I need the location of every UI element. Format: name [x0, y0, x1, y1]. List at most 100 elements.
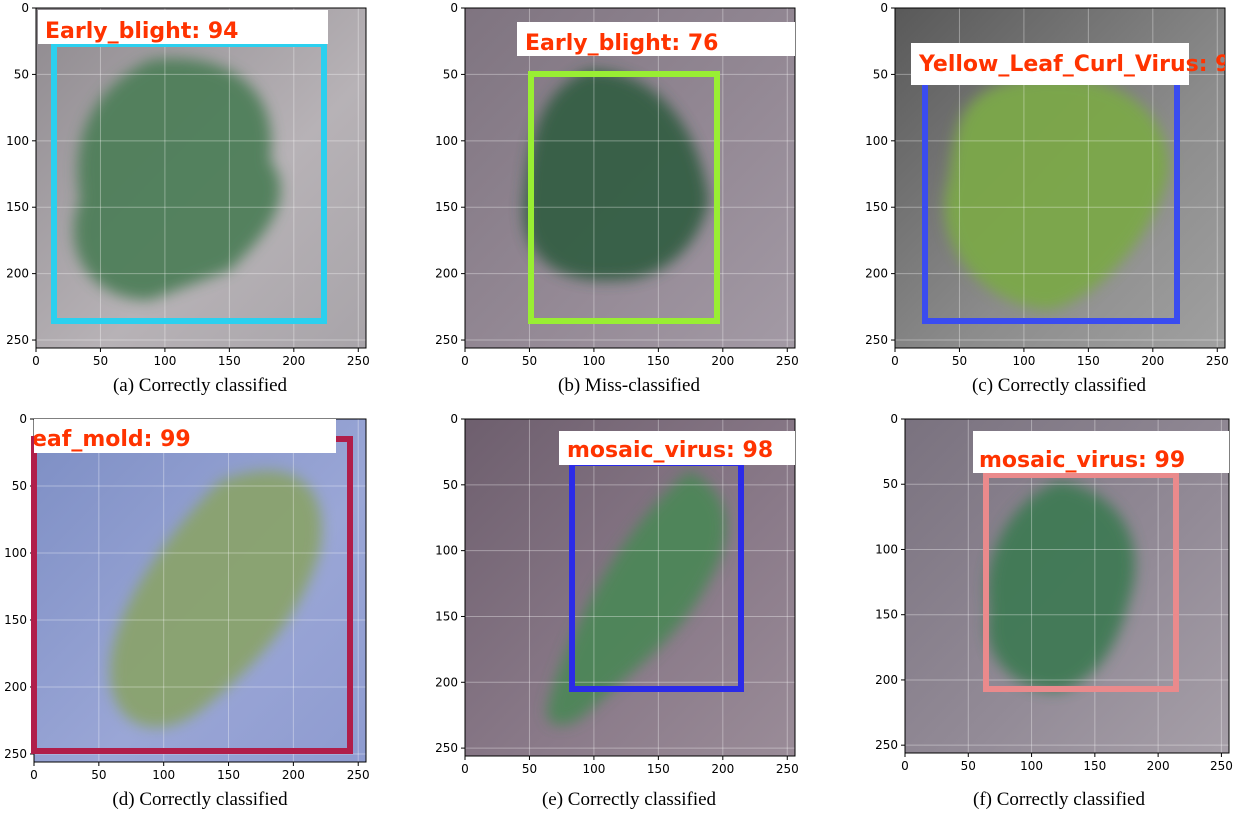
detection-label: Early_blight: 94: [45, 19, 238, 44]
y-tick-label: 250: [6, 333, 29, 347]
x-tick-label: 50: [522, 762, 537, 776]
y-tick-label: 150: [6, 200, 29, 214]
y-tick-label: 0: [450, 1, 458, 15]
x-tick-label: 250: [776, 354, 799, 368]
y-tick-label: 250: [435, 741, 458, 755]
x-tick-label: 200: [1147, 759, 1170, 773]
y-tick-label: 50: [14, 67, 29, 81]
axes-frame: [464, 418, 796, 757]
x-tick-label: 250: [347, 354, 370, 368]
x-tick-label: 0: [461, 762, 469, 776]
x-tick-label: 250: [1206, 354, 1229, 368]
y-tick-label: 50: [873, 67, 888, 81]
y-tick-label: 150: [4, 613, 27, 627]
y-tick-label: 50: [443, 478, 458, 492]
y-tick-label: 100: [875, 542, 898, 556]
y-tick-label: 150: [435, 609, 458, 623]
figure-panel-d: 0 50 100 150 200 250 0 50 100 150 200 250 eaf_mold: …: [0, 411, 400, 811]
axes-frame: [894, 7, 1226, 349]
y-tick-label: 250: [875, 738, 898, 752]
figure-panel-c: 0 50 100 150 200 250 0 50 100 150 200 250 Yellow_Lea…: [859, 0, 1259, 400]
y-tick-label: 50: [12, 479, 27, 493]
x-tick-label: 150: [218, 354, 241, 368]
panel-image-a: 0 50 100 150 200 250050100150200250Early_blig…: [6, 1, 370, 368]
y-tick-label: 100: [435, 544, 458, 558]
y-tick-label: 0: [890, 412, 898, 426]
y-tick-label: 0: [880, 1, 888, 15]
y-tick-label: 50: [443, 67, 458, 81]
x-tick-label: 0: [461, 354, 469, 368]
caption-e: (e) Correctly classified: [541, 789, 717, 810]
x-tick-label: 100: [582, 762, 605, 776]
x-tick-label: 50: [952, 354, 967, 368]
figure-panel-e: 0 50 100 150 200 250 0 50 100 150 200 250 mosaic_vir…: [429, 411, 829, 811]
x-tick-label: 200: [282, 354, 305, 368]
leaf-image: [547, 471, 727, 725]
y-tick-label: 150: [875, 608, 898, 622]
x-tick-label: 0: [901, 759, 909, 773]
x-tick-label: 150: [1083, 759, 1106, 773]
x-tick-label: 150: [1077, 354, 1100, 368]
caption-b: (b) Miss-classified: [558, 375, 700, 396]
x-tick-label: 200: [282, 768, 305, 781]
detection-label: eaf_mold: 99: [32, 427, 191, 452]
y-tick-label: 250: [865, 333, 888, 347]
detection-label: Yellow_Leaf_Curl_Virus: 99: [918, 52, 1246, 77]
detection-label-bg: [973, 431, 1229, 473]
x-tick-label: 150: [647, 354, 670, 368]
photo-area: [465, 8, 795, 348]
y-tick-label: 200: [435, 267, 458, 281]
y-tick-label: 200: [865, 267, 888, 281]
detection-label: Early_blight: 76: [525, 31, 718, 56]
y-tick-label: 200: [6, 267, 29, 281]
x-tick-label: 50: [522, 354, 537, 368]
y-tick-label: 250: [435, 333, 458, 347]
panel-image-c: 0 50 100 150 200 250050100150200250Yellow_Lea…: [865, 1, 1246, 368]
axes-frame: [904, 418, 1230, 754]
panel-image-f: 0 50 100 150 200 250050100150200250mosaic_vir…: [875, 412, 1233, 773]
x-tick-label: 100: [152, 768, 175, 781]
x-tick-label: 100: [582, 354, 605, 368]
x-tick-label: 0: [30, 768, 38, 781]
y-tick-label: 200: [875, 673, 898, 687]
x-tick-label: 150: [647, 762, 670, 776]
x-tick-label: 100: [153, 354, 176, 368]
x-tick-label: 0: [32, 354, 40, 368]
y-tick-label: 0: [21, 1, 29, 15]
x-tick-label: 50: [961, 759, 976, 773]
leaf-image: [110, 470, 322, 728]
figure-panel-f: 0 50 100 150 200 250 0 50 100 150 200 250 mosaic_vir…: [859, 411, 1259, 811]
figure-panel-b: 0 50 100 150 200 250 0 50 100 150 200 250 Early_blig…: [429, 0, 829, 400]
x-tick-label: 0: [891, 354, 899, 368]
x-tick-label: 50: [93, 354, 108, 368]
detection-label-bg: [559, 431, 795, 465]
y-tick-label: 200: [435, 675, 458, 689]
y-tick-label: 100: [4, 546, 27, 560]
x-tick-label: 250: [347, 768, 370, 781]
detection-label-bg: [38, 10, 328, 44]
x-tick-label: 150: [217, 768, 240, 781]
x-tick-label: 200: [711, 762, 734, 776]
detection-label-bg: [34, 419, 336, 453]
y-tick-label: 100: [865, 134, 888, 148]
y-tick-label: 0: [450, 412, 458, 426]
axes-frame: [35, 7, 367, 349]
y-tick-label: 0: [19, 412, 27, 426]
leaf-image: [73, 58, 281, 301]
photo-area: [36, 8, 366, 348]
x-tick-label: 100: [1012, 354, 1035, 368]
detection-label-bg: [517, 22, 795, 56]
detection-label: mosaic_virus: 99: [979, 448, 1185, 473]
y-tick-label: 200: [4, 680, 27, 694]
x-tick-label: 100: [1020, 759, 1043, 773]
y-tick-label: 100: [435, 134, 458, 148]
y-tick-label: 150: [435, 200, 458, 214]
detection-box: [528, 71, 720, 324]
x-tick-label: 200: [1141, 354, 1164, 368]
leaf-image: [944, 76, 1169, 310]
detection-label-bg: [911, 43, 1189, 85]
photo-area: [465, 419, 795, 756]
caption-f: (f) Correctly classified: [973, 789, 1145, 810]
figure-panel-a: 0 50 100 150 200 250 0 50 100 150 200 250 Early_blig…: [0, 0, 400, 400]
caption-c: (c) Correctly classified: [971, 375, 1147, 396]
